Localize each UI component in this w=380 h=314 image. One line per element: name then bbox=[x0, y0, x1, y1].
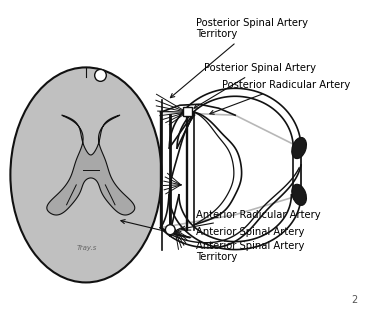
Polygon shape bbox=[47, 115, 135, 215]
Text: Anterior Radicular Artery: Anterior Radicular Artery bbox=[181, 210, 321, 230]
Text: Posterior Radicular Artery: Posterior Radicular Artery bbox=[210, 80, 350, 114]
Text: Tray.s: Tray.s bbox=[76, 245, 97, 251]
FancyBboxPatch shape bbox=[183, 107, 192, 116]
Circle shape bbox=[95, 69, 106, 81]
Text: Posterior Spinal Artery: Posterior Spinal Artery bbox=[194, 63, 316, 108]
Text: Posterior Spinal Artery
Territory: Posterior Spinal Artery Territory bbox=[170, 18, 309, 98]
Circle shape bbox=[165, 225, 175, 235]
Ellipse shape bbox=[292, 184, 306, 205]
Text: Anterior Spinal Artery: Anterior Spinal Artery bbox=[177, 227, 305, 237]
Text: Anterior Spinal Artery
Territory: Anterior Spinal Artery Territory bbox=[121, 219, 305, 263]
Text: 2: 2 bbox=[351, 295, 357, 305]
Ellipse shape bbox=[10, 68, 161, 282]
Ellipse shape bbox=[292, 138, 306, 159]
